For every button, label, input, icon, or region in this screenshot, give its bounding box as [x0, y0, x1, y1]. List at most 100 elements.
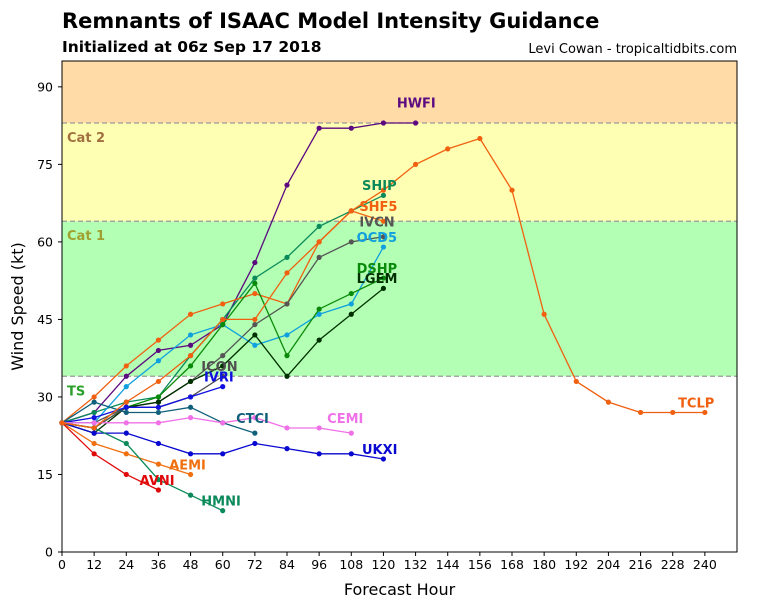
data-point-ivri	[91, 415, 97, 421]
data-point-ctci	[252, 430, 258, 436]
data-point-cemi	[316, 425, 322, 431]
chart-subtitle: Initialized at 06z Sep 17 2018	[62, 38, 322, 56]
data-point-ivri	[220, 384, 226, 390]
data-point-hwfi	[380, 120, 387, 126]
data-point-ivcn	[252, 321, 258, 328]
series-label-aemi: AEMI	[169, 458, 206, 473]
data-point-avni	[123, 471, 129, 478]
data-point-hmni	[187, 492, 194, 498]
x-tick-label: 132	[404, 557, 428, 572]
data-point-tclp	[702, 409, 708, 416]
data-point-dshp	[252, 280, 258, 286]
data-point-hwfi	[316, 125, 322, 131]
data-point-lgem	[380, 285, 387, 292]
band-cat-2	[62, 61, 737, 124]
x-tick-label: 48	[183, 557, 199, 572]
data-point-cemi	[187, 415, 194, 421]
data-point-cemi	[155, 420, 162, 426]
data-point-shf5	[252, 290, 258, 297]
data-point-shf5	[155, 337, 162, 343]
y-tick-label: 60	[37, 234, 53, 249]
data-point-ocd5	[316, 311, 322, 317]
data-point-ship	[316, 223, 322, 229]
data-point-shf5	[91, 394, 97, 400]
series-line-avni	[61, 422, 159, 491]
data-point-cemi	[252, 415, 258, 421]
data-point-cemi	[123, 420, 129, 426]
data-point-ukxi	[123, 430, 129, 436]
data-point-tclp	[380, 187, 387, 193]
x-tick-label: 96	[311, 557, 327, 572]
data-point-hwfi	[123, 373, 129, 379]
x-tick-label: 204	[596, 557, 620, 572]
data-point-tclp	[412, 161, 419, 167]
x-tick-label: 0	[58, 557, 66, 572]
x-tick-label: 120	[371, 557, 395, 572]
data-point-tclp	[155, 378, 162, 385]
data-point-tclp	[91, 425, 97, 431]
data-point-cemi	[348, 430, 354, 436]
data-point-ship	[91, 409, 97, 416]
data-point-ship	[284, 254, 290, 260]
data-point-dshp	[220, 321, 226, 328]
data-point-shf5	[220, 301, 226, 307]
x-tick-label: 84	[279, 557, 295, 572]
y-tick-label: 15	[37, 467, 53, 482]
data-point-hwfi	[252, 259, 258, 266]
x-tick-label: 216	[629, 557, 653, 572]
data-point-tclp	[348, 208, 354, 214]
data-point-ocd5	[123, 384, 129, 390]
data-point-ship	[380, 192, 387, 198]
data-point-cemi	[220, 420, 226, 426]
series-label-ukxi: UKXI	[362, 443, 398, 458]
data-point-hwfi	[284, 182, 290, 188]
data-point-cemi	[91, 420, 97, 426]
data-point-shf5	[380, 218, 387, 224]
data-point-hwfi	[412, 120, 419, 126]
data-point-ocd5	[187, 332, 194, 338]
band-ts	[62, 221, 737, 377]
series-line-ivri	[61, 385, 223, 424]
series-label-shf5: SHF5	[359, 200, 397, 215]
data-point-tclp	[123, 399, 129, 405]
band-label: Cat 2	[67, 131, 105, 146]
x-tick-label: 240	[693, 557, 717, 572]
data-point-tclp	[284, 270, 290, 276]
data-point-dshp	[284, 353, 290, 359]
series-label-hmni: HMNI	[201, 494, 241, 509]
x-tick-label: 72	[247, 557, 263, 572]
chart-title: Remnants of ISAAC Model Intensity Guidan…	[62, 9, 600, 33]
data-point-ukxi	[91, 430, 97, 436]
data-point-tclp	[605, 399, 612, 405]
series-label-ivcn: IVCN	[359, 215, 394, 230]
data-point-tclp	[670, 409, 676, 416]
data-point-aemi	[187, 471, 194, 478]
data-point-avni	[155, 487, 162, 493]
series-label-avni: AVNI	[140, 474, 175, 489]
data-point-tclp	[252, 316, 258, 323]
data-point-ivri	[187, 394, 194, 400]
series-label-ivri: IVRI	[204, 370, 234, 385]
data-point-ivri	[123, 404, 129, 410]
x-tick-label: 144	[436, 557, 460, 572]
data-point-tclp	[477, 135, 483, 142]
x-tick-label: 108	[339, 557, 363, 572]
series-label-ocd5: OCD5	[357, 231, 397, 246]
band-label: Cat 1	[67, 229, 105, 244]
series-label-ship: SHIP	[362, 179, 397, 194]
series-label-tclp: TCLP	[678, 396, 714, 411]
y-tick-label: 30	[37, 389, 53, 404]
data-point-aemi	[91, 440, 97, 447]
data-point-ukxi	[284, 446, 290, 452]
data-point-lgem	[284, 373, 290, 379]
chart-credit: Levi Cowan - tropicaltidbits.com	[528, 42, 737, 57]
x-axis-label: Forecast Hour	[344, 580, 456, 599]
data-point-ocd5	[284, 332, 290, 338]
x-tick-label: 60	[215, 557, 231, 572]
data-point-tclp	[637, 409, 644, 416]
x-tick-label: 36	[150, 557, 166, 572]
data-point-ukxi	[252, 440, 258, 447]
data-point-ocd5	[155, 358, 162, 364]
data-point-hmni	[123, 440, 129, 447]
